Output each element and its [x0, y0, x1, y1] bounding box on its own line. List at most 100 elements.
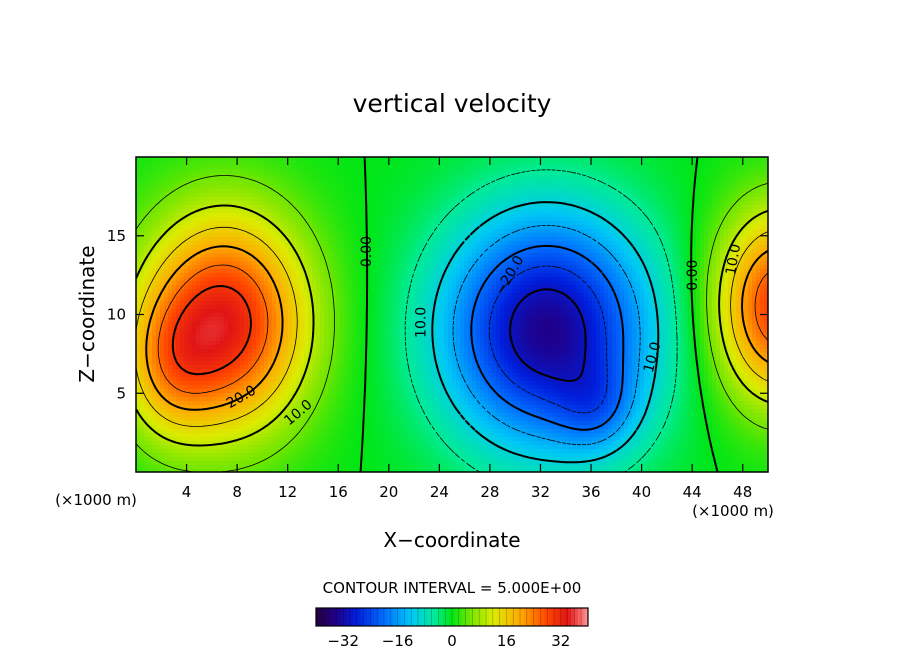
- x-tick-label: 4: [182, 483, 192, 501]
- y-tick-label: 5: [116, 384, 126, 402]
- contour-label: 0.00: [685, 260, 701, 291]
- colorbar-swatch: [537, 608, 541, 626]
- colorbar-swatch: [486, 608, 490, 626]
- colorbar-swatch: [329, 608, 334, 626]
- colorbar-swatch: [516, 608, 521, 626]
- colorbar-swatch: [526, 608, 531, 626]
- colorbar-tick-label: −32: [327, 632, 359, 650]
- colorbar-swatch: [499, 608, 504, 626]
- colorbar-frame: [315, 607, 589, 627]
- contour-line-15: [136, 226, 768, 427]
- colorbar-tick-label: 16: [497, 632, 516, 650]
- colorbar-swatch: [458, 608, 463, 626]
- colorbar-swatch: [343, 608, 347, 626]
- colorbar-swatch: [543, 608, 548, 626]
- contour-label: 0.00: [359, 236, 375, 267]
- colorbar-swatch: [465, 608, 470, 626]
- colorbar-swatch: [530, 608, 534, 626]
- x-tick-label: 16: [329, 483, 348, 501]
- colorbar-swatch: [377, 608, 381, 626]
- contour-line-30: [171, 285, 252, 376]
- colorbar-swatch: [333, 608, 337, 626]
- colorbar-swatch: [462, 608, 466, 626]
- colorbar-swatch: [441, 608, 446, 626]
- x-axis-label: X−coordinate: [383, 528, 520, 552]
- colorbar-swatch: [339, 608, 344, 626]
- colorbar-swatch: [394, 608, 398, 626]
- colorbar-swatch: [550, 608, 555, 626]
- x-tick-label: 12: [278, 483, 297, 501]
- colorbar-swatch: [489, 608, 494, 626]
- contour-line--20: [470, 244, 625, 431]
- colorbar-swatch: [316, 608, 320, 626]
- colorbar-swatch: [547, 608, 551, 626]
- colorbar-swatch: [492, 608, 497, 626]
- colorbar-swatch: [523, 608, 528, 626]
- x-tick-label: 44: [683, 483, 702, 501]
- chart-title: vertical velocity: [353, 89, 552, 118]
- colorbar-swatch: [346, 608, 351, 626]
- colorbar-swatch: [584, 608, 589, 626]
- colorbar-swatch: [452, 608, 456, 626]
- contour-line-10: [136, 204, 768, 447]
- colorbar-swatch: [475, 608, 480, 626]
- contour-label: 10.0: [723, 243, 744, 276]
- contour-line-20: [145, 245, 768, 411]
- colorbar-swatch: [360, 608, 364, 626]
- contour-line--25: [488, 265, 608, 414]
- colorbar-tick-label: 32: [551, 632, 570, 650]
- colorbar-swatch: [411, 608, 415, 626]
- colorbar-swatch: [322, 608, 327, 626]
- x-tick-label: 24: [430, 483, 449, 501]
- colorbar-swatch: [445, 608, 449, 626]
- colorbar-swatch: [574, 608, 579, 626]
- colorbar-swatch: [326, 608, 330, 626]
- colorbar-swatch: [319, 608, 324, 626]
- colorbar-swatch: [581, 608, 585, 626]
- colorbar-swatch: [418, 608, 422, 626]
- colorbar-tick-label: 0: [447, 632, 457, 650]
- colorbar-tick-label: −16: [382, 632, 414, 650]
- colorbar-swatch: [404, 608, 409, 626]
- colorbar-swatch: [482, 608, 487, 626]
- colorbar-swatch: [503, 608, 507, 626]
- colorbar-swatch: [455, 608, 460, 626]
- contour-label: 10.0: [641, 340, 665, 374]
- y-axis-label: Z−coordinate: [75, 245, 99, 382]
- colorbar-swatch: [397, 608, 402, 626]
- colorbar-swatch: [387, 608, 392, 626]
- colorbar-swatch: [356, 608, 361, 626]
- contour-label: 10.0: [413, 307, 429, 338]
- x-unit-right: (×1000 m): [692, 502, 774, 520]
- colorbar-swatch: [469, 608, 473, 626]
- colorbar: −32 −16 0 16 32: [315, 607, 589, 650]
- contour-line--15: [452, 225, 641, 446]
- colorbar-swatch: [373, 608, 378, 626]
- contour-line-25: [157, 264, 768, 394]
- x-tick-label: 32: [531, 483, 550, 501]
- colorbar-swatch: [567, 608, 572, 626]
- colorbar-swatch: [336, 608, 341, 626]
- colorbar-swatch: [479, 608, 483, 626]
- colorbar-swatch: [384, 608, 388, 626]
- colorbar-swatch: [380, 608, 385, 626]
- colorbar-swatch: [533, 608, 538, 626]
- colorbar-swatch: [414, 608, 419, 626]
- colorbar-swatch: [370, 608, 375, 626]
- contour-interval-label: CONTOUR INTERVAL = 5.000E+00: [323, 579, 582, 597]
- colorbar-swatch: [571, 608, 575, 626]
- x-tick-label: 28: [480, 483, 499, 501]
- colorbar-swatch: [401, 608, 405, 626]
- x-tick-label: 20: [379, 483, 398, 501]
- y-tick-label: 10: [107, 306, 126, 324]
- colorbar-swatch: [428, 608, 432, 626]
- colorbar-swatch: [431, 608, 436, 626]
- x-axis: 4 8 12 16 20 24 28 32 36 40 44 48: [182, 157, 752, 501]
- colorbar-swatch: [448, 608, 453, 626]
- x-tick-label: 48: [733, 483, 752, 501]
- contour-line-0: [359, 157, 719, 472]
- contour-line--30: [509, 288, 587, 382]
- y-tick-label: 15: [107, 227, 126, 245]
